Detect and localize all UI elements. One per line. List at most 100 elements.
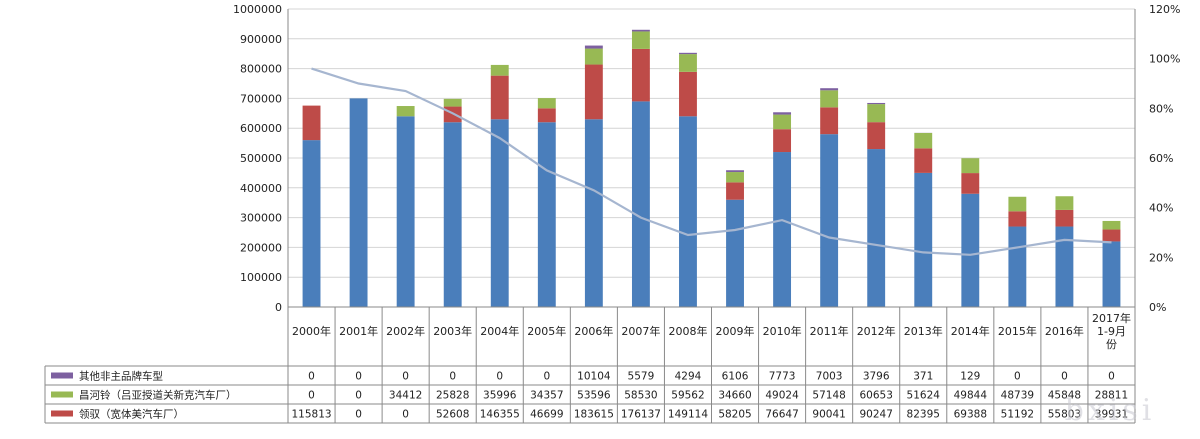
y-right-tick-label: 20% — [1149, 251, 1173, 264]
table-cell: 90041 — [812, 409, 845, 421]
bar-segment — [302, 140, 321, 307]
table-cell: 6106 — [722, 371, 749, 383]
category-label: 2014年 — [951, 324, 990, 338]
legend-swatch — [51, 391, 73, 398]
table-cell: 115813 — [291, 409, 331, 421]
bar-segment — [349, 98, 368, 308]
bar-segment — [867, 102, 886, 105]
table-cell: 34412 — [389, 390, 422, 402]
category-label: 2015年 — [998, 324, 1037, 338]
bar-segment — [1102, 229, 1121, 242]
bar-segment — [443, 122, 462, 308]
bar-segment — [584, 45, 603, 49]
table-cell: 129 — [960, 371, 980, 383]
bar-segment — [584, 119, 603, 307]
table-cell: 0 — [1108, 371, 1115, 383]
table-cell: 48739 — [1001, 390, 1034, 402]
table-cell: 34357 — [530, 390, 563, 402]
category-label: 2008年 — [668, 324, 707, 338]
category-label: 2007年 — [621, 324, 660, 338]
bar-segment — [1008, 211, 1027, 227]
bar-segment — [726, 170, 744, 173]
table-cell: 46699 — [530, 409, 563, 421]
category-label: 2012年 — [857, 324, 896, 338]
category-label: 2003年 — [433, 324, 472, 338]
table-cell: 53596 — [577, 390, 611, 402]
bar-segment — [679, 116, 697, 307]
category-label: 份 — [1106, 338, 1117, 351]
table-cell: 149114 — [668, 409, 708, 421]
table-cell: 49844 — [954, 390, 988, 402]
bar-segment — [490, 64, 509, 76]
bar-segment — [1008, 226, 1027, 307]
y-left-tick-label: 900000 — [240, 33, 282, 46]
table-cell: 0 — [355, 390, 362, 402]
watermark-text: bxisi — [1065, 393, 1156, 428]
bar-segment — [773, 112, 792, 115]
table-cell: 0 — [355, 409, 362, 421]
bar-segment — [584, 48, 603, 65]
category-label: 2016年 — [1045, 324, 1084, 338]
category-label: 2006年 — [574, 324, 613, 338]
bar-segment — [726, 199, 744, 307]
table-cell: 0 — [402, 371, 409, 383]
legend-label: 其他非主品牌车型 — [79, 370, 163, 383]
legend-swatch — [51, 410, 73, 417]
y-right-tick-label: 60% — [1149, 152, 1173, 165]
y-left-tick-label: 1000000 — [233, 3, 282, 16]
table-cell: 0 — [496, 371, 503, 383]
bar-segment — [726, 172, 744, 183]
bar-segment — [631, 29, 650, 32]
y-right-tick-label: 80% — [1149, 102, 1173, 115]
table-cell: 39931 — [1095, 409, 1128, 421]
table-cell: 146355 — [480, 409, 520, 421]
bar-segment — [490, 119, 509, 307]
y-right-tick-label: 120% — [1149, 3, 1180, 16]
bar-segment — [631, 31, 650, 49]
y-left-tick-label: 0 — [275, 301, 282, 314]
table-cell: 0 — [1014, 371, 1021, 383]
bar-segment — [537, 98, 556, 109]
table-cell: 69388 — [954, 409, 987, 421]
bars — [302, 29, 1121, 308]
table-cell: 0 — [402, 409, 409, 421]
table-cell: 49024 — [765, 390, 799, 402]
bar-segment — [1055, 226, 1074, 307]
y-left-tick-label: 500000 — [240, 152, 282, 165]
bar-segment — [773, 129, 792, 153]
bar-segment — [914, 148, 933, 173]
bar-segment — [537, 108, 556, 123]
bar-segment — [773, 114, 792, 130]
bar-segment — [1055, 209, 1074, 227]
bar-segment — [584, 64, 603, 120]
bar-segment — [914, 132, 933, 149]
table-cell: 59562 — [671, 390, 704, 402]
data-table: 2000年 2001年 2002年 2003年 2004年 2005年 2006年 2007年… — [44, 307, 1136, 424]
bar-segment — [679, 54, 697, 72]
legend-swatch — [51, 372, 73, 379]
percent-line-path — [311, 67, 1112, 256]
percent-line — [311, 67, 1112, 256]
bar-segment — [914, 172, 933, 307]
bar-segment — [490, 75, 509, 120]
bar-segment — [1102, 220, 1121, 230]
bar-segment — [631, 48, 650, 102]
category-label: 2010年 — [763, 324, 802, 338]
bar-segment — [631, 101, 650, 307]
table-cell: 0 — [308, 371, 315, 383]
bar-segment — [961, 173, 980, 194]
bar-segment — [679, 52, 697, 55]
table-cell: 90247 — [859, 409, 892, 421]
table-cell: 58530 — [624, 390, 657, 402]
category-label: 2004年 — [480, 324, 519, 338]
category-label: 2002年 — [386, 324, 425, 338]
category-label: 2017年 — [1092, 311, 1131, 325]
table-cell: 58205 — [718, 409, 751, 421]
y-left-tick-label: 600000 — [240, 122, 282, 135]
bar-segment — [867, 149, 886, 307]
table-cell: 25828 — [436, 390, 469, 402]
table-cell: 57148 — [812, 390, 845, 402]
bar-segment — [820, 107, 839, 135]
table-cell: 7773 — [769, 371, 796, 383]
legend-label: 领驭（宽体美汽车厂） — [79, 408, 184, 421]
